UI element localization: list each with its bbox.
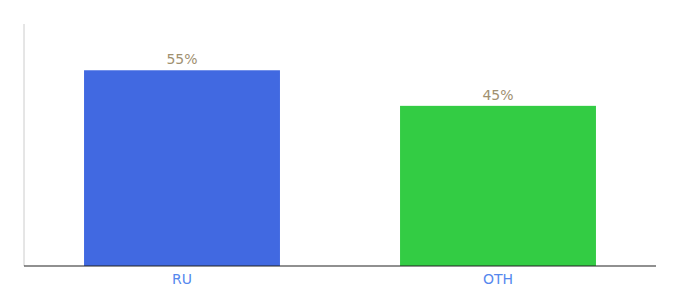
chart-container: RU OTH 55% 45%	[0, 0, 680, 300]
data-label: 55%	[166, 51, 197, 67]
x-tick-label: OTH	[483, 271, 513, 287]
bars	[84, 70, 596, 266]
x-axis-line	[24, 265, 656, 266]
x-tick-label: RU	[172, 271, 192, 287]
bar	[400, 106, 596, 266]
data-label: 45%	[482, 87, 513, 103]
y-axis-line	[24, 24, 25, 266]
bar	[84, 70, 280, 266]
chart-svg: RU OTH 55% 45%	[0, 0, 680, 300]
